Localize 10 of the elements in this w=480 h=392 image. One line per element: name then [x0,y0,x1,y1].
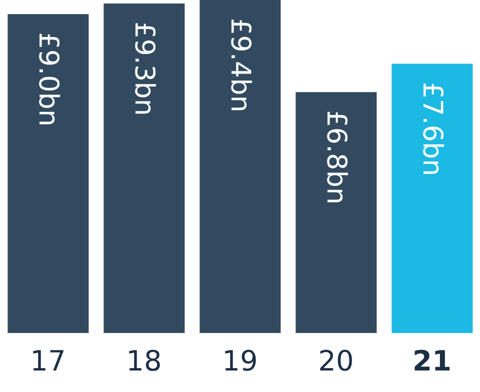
data-label: £6.8bn [320,110,352,204]
x-tick-label: 20 [318,344,354,378]
data-label: £9.4bn [224,18,256,112]
data-label: £9.0bn [32,32,64,127]
x-tick-label: 17 [30,344,66,378]
data-label: £9.3bn [128,22,160,116]
x-tick-label: 19 [222,344,258,378]
data-label: £7.6bn [416,82,448,176]
x-tick-label: 21 [412,344,452,378]
x-tick-label: 18 [126,344,162,378]
